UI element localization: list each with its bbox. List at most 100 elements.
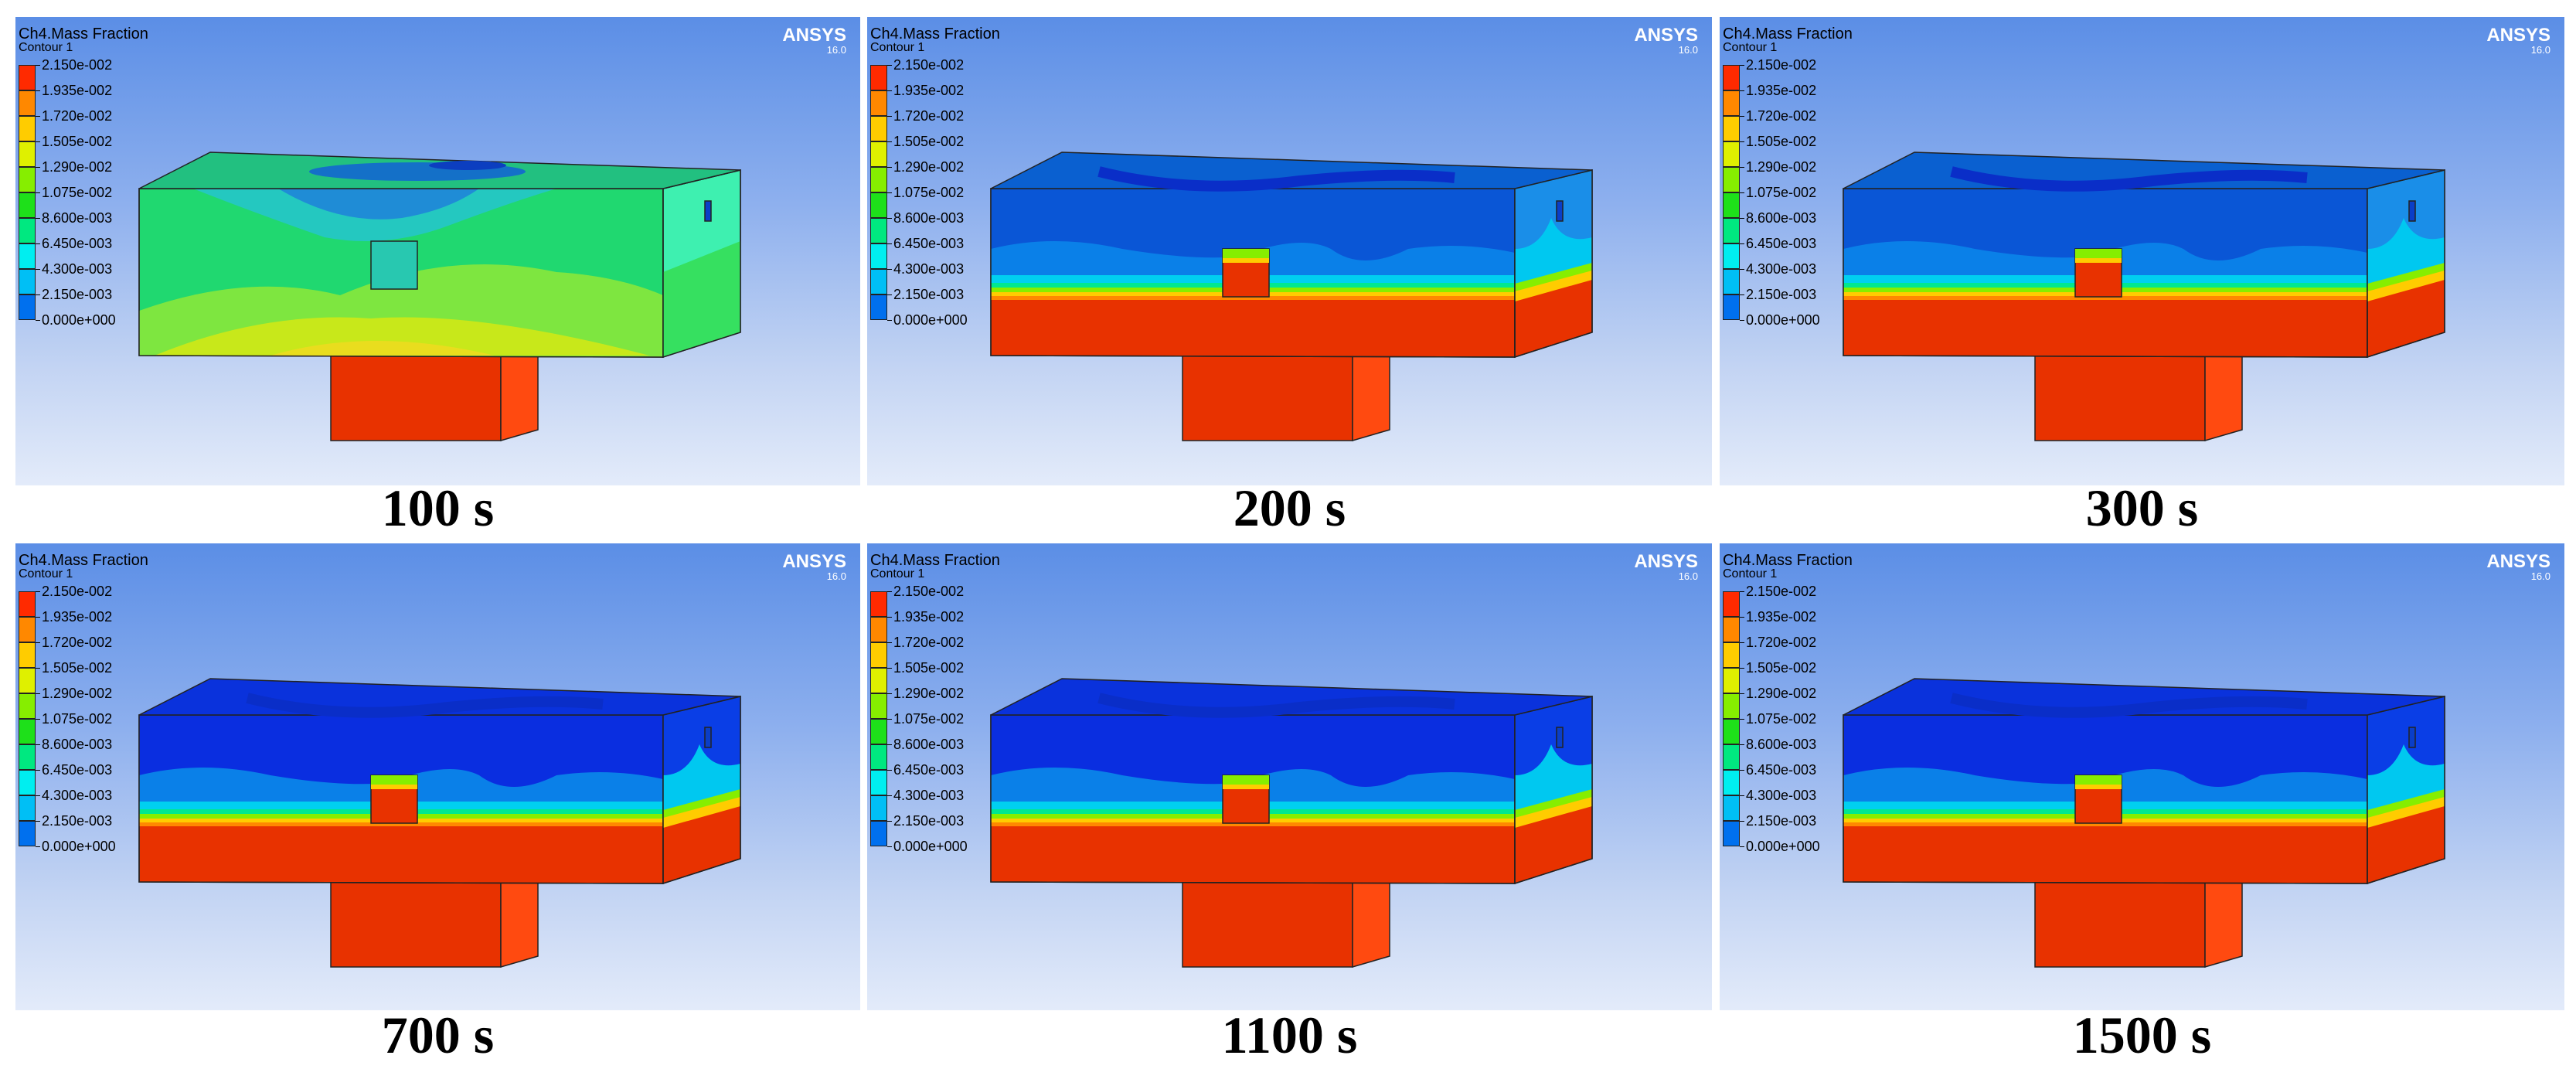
legend-swatch	[19, 795, 36, 821]
legend-swatch	[1723, 65, 1740, 90]
model-geometry	[990, 151, 1593, 441]
legend-tick-mark	[36, 719, 40, 720]
legend-swatch	[19, 192, 36, 218]
domain-box	[138, 678, 741, 885]
legend-tick-label: 0.000e+000	[1746, 839, 1820, 854]
legend-swatch	[19, 744, 36, 770]
legend-tick-mark	[887, 167, 892, 168]
legend-swatch	[1723, 642, 1740, 668]
domain-box	[138, 151, 741, 359]
legend-swatch	[19, 693, 36, 719]
legend-tick-mark	[1740, 320, 1744, 321]
pedestal-block	[2034, 341, 2243, 441]
legend-tick-label: 4.300e-003	[42, 788, 113, 803]
brand-version: 16.0	[1678, 570, 1698, 582]
legend-tick-label: 1.075e-002	[1746, 711, 1817, 727]
legend-tick-mark	[887, 192, 892, 193]
legend-tick-mark	[36, 795, 40, 796]
legend-tick-mark	[887, 294, 892, 295]
legend-tick-label: 1.720e-002	[893, 635, 965, 650]
model-geometry	[990, 678, 1593, 968]
legend-tick-mark	[887, 218, 892, 219]
brand-name: ANSYS	[2486, 25, 2550, 46]
legend-tick-label: 2.150e-002	[42, 57, 113, 73]
legend-tick-mark	[36, 846, 40, 847]
legend-swatch	[19, 141, 36, 167]
legend-tick-label: 0.000e+000	[893, 839, 968, 854]
brand-name: ANSYS	[782, 25, 846, 46]
ansys-logo: ANSYS 16.0	[782, 26, 846, 56]
legend-swatch	[870, 693, 887, 719]
legend-tick-label: 4.300e-003	[893, 261, 965, 277]
legend-tick-mark	[1740, 294, 1744, 295]
legend-tick-label: 1.505e-002	[893, 660, 965, 676]
ansys-logo: ANSYS 16.0	[1634, 553, 1698, 582]
legend-tick-label: 1.720e-002	[42, 635, 113, 650]
legend-swatch	[870, 770, 887, 795]
legend-swatch	[870, 269, 887, 294]
legend-tick-label: 1.935e-002	[893, 609, 965, 625]
legend-tick-mark	[1740, 693, 1744, 694]
legend-tick-mark	[887, 693, 892, 694]
legend-swatch	[1723, 243, 1740, 269]
pedestal-block	[330, 867, 539, 968]
legend-tick-mark	[887, 821, 892, 822]
legend-tick-mark	[36, 167, 40, 168]
model-geometry	[1843, 151, 2445, 441]
contour-panel: Ch4.Mass Fraction Contour 1 ANSYS 16.0 2.150…	[15, 17, 860, 485]
legend-swatch	[870, 617, 887, 642]
contour-panel: Ch4.Mass Fraction Contour 1 ANSYS 16.0 2.150…	[1720, 543, 2564, 1010]
legend-tick-mark	[887, 846, 892, 847]
legend-swatch	[1723, 795, 1740, 821]
legend-tick-label: 1.290e-002	[42, 159, 113, 175]
legend-tick-mark	[887, 116, 892, 117]
legend-swatch	[19, 294, 36, 320]
legend-tick-mark	[887, 617, 892, 618]
legend-swatch	[19, 770, 36, 795]
legend-swatch	[19, 668, 36, 693]
brand-version: 16.0	[2530, 570, 2550, 582]
time-caption: 300 s	[2085, 478, 2199, 537]
legend-subtitle: Contour 1	[19, 567, 73, 580]
legend-swatch	[19, 719, 36, 744]
legend-swatch	[870, 116, 887, 141]
legend-tick-mark	[36, 668, 40, 669]
legend-tick-mark	[36, 744, 40, 745]
legend-tick-mark	[1740, 744, 1744, 745]
legend-tick-label: 6.450e-003	[1746, 236, 1817, 251]
legend-subtitle: Contour 1	[1723, 567, 1778, 580]
domain-box	[990, 151, 1593, 359]
legend-tick-label: 2.150e-003	[1746, 813, 1817, 829]
legend-tick-label: 1.505e-002	[1746, 134, 1817, 149]
legend-swatch	[870, 218, 887, 243]
legend-swatch	[1723, 744, 1740, 770]
legend-tick-mark	[36, 116, 40, 117]
legend-swatch	[1723, 269, 1740, 294]
legend-tick-mark	[887, 591, 892, 592]
legend-tick-label: 2.150e-003	[42, 813, 113, 829]
legend-swatch	[870, 719, 887, 744]
legend-tick-label: 2.150e-002	[893, 584, 965, 599]
legend-swatch	[870, 821, 887, 846]
legend-tick-mark	[887, 744, 892, 745]
legend-swatch	[870, 795, 887, 821]
legend-tick-label: 1.505e-002	[42, 134, 113, 149]
legend-swatch	[1723, 719, 1740, 744]
legend-title: Ch4.Mass Fraction	[1723, 26, 1853, 43]
legend-tick-mark	[1740, 65, 1744, 66]
legend-swatch	[1723, 693, 1740, 719]
legend-tick-label: 2.150e-003	[1746, 287, 1817, 302]
legend-tick-label: 1.290e-002	[893, 159, 965, 175]
legend-swatch	[1723, 770, 1740, 795]
legend-swatch	[870, 167, 887, 192]
legend-tick-mark	[887, 90, 892, 91]
legend-swatch	[870, 192, 887, 218]
legend-swatch	[870, 668, 887, 693]
pedestal-block	[1182, 867, 1390, 968]
model-geometry	[138, 678, 741, 968]
legend-swatch	[19, 167, 36, 192]
legend-tick-mark	[1740, 591, 1744, 592]
legend-tick-label: 1.505e-002	[42, 660, 113, 676]
legend-tick-label: 0.000e+000	[42, 839, 116, 854]
legend-tick-mark	[1740, 243, 1744, 244]
